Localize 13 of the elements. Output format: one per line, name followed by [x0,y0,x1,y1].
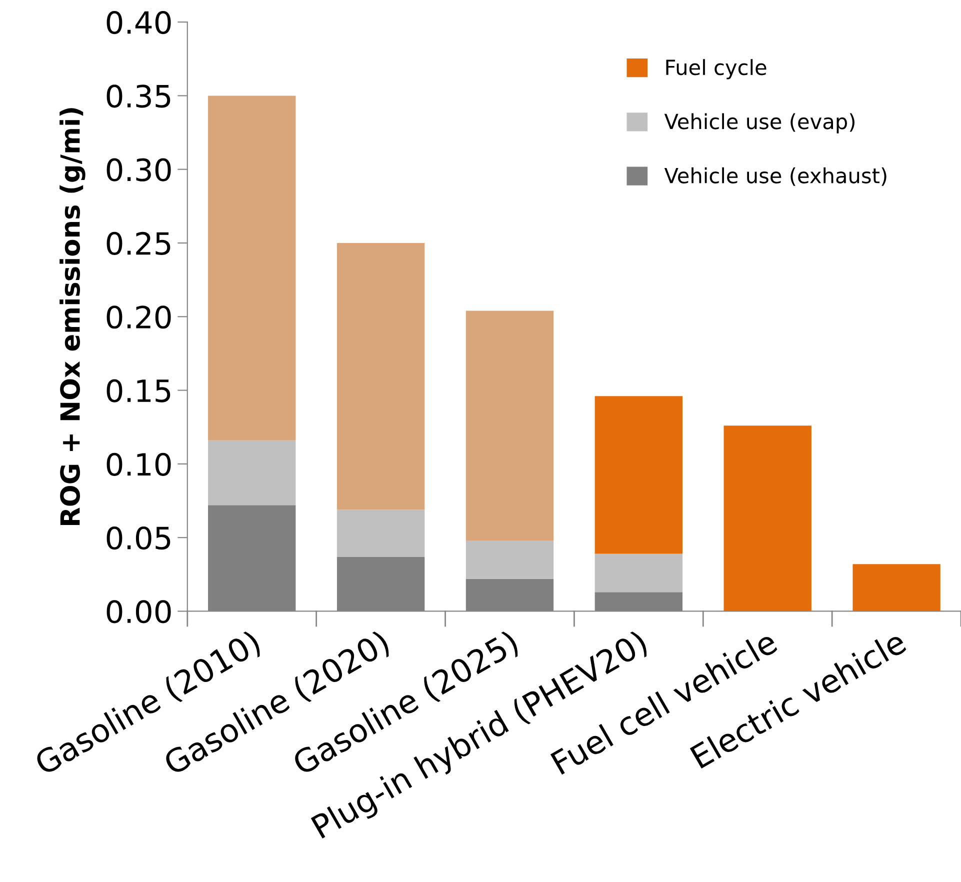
y-tick-label: 0.30 [106,158,171,182]
y-tick-label: 0.00 [106,600,171,624]
y-tick-label: 0.05 [106,526,170,550]
legend-label: Fuel cycle [666,59,766,80]
legend-label: Vehicle use (exhaust) [664,167,886,186]
y-tick-label: 0.10 [106,452,171,476]
y-tick-label: 0.40 [106,10,171,34]
y-tick-label: 0.20 [106,306,171,329]
y-tick-label: 0.15 [106,379,170,402]
y-axis-title: ROG + NOx emissions (g/mi) [60,108,86,525]
legend-label: Vehicle use (evap) [664,113,854,134]
y-tick-label: 0.35 [106,84,170,108]
y-tick-label: 0.25 [106,232,170,256]
